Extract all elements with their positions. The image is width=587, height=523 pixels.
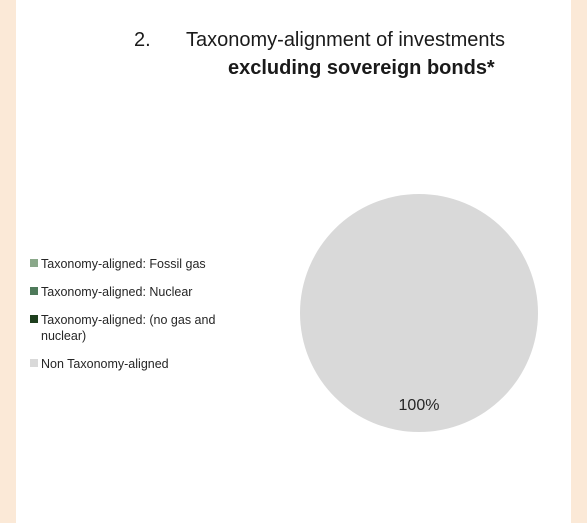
legend-swatch — [30, 287, 38, 295]
chart-panel: 2. Taxonomy-alignment of investments exc… — [16, 0, 571, 523]
legend-item: Taxonomy-aligned: Nuclear — [30, 284, 220, 300]
pie-chart: 100% — [300, 194, 538, 432]
legend-label: Taxonomy-aligned: (no gas and nuclear) — [41, 313, 216, 343]
legend-label: Taxonomy-aligned: Fossil gas — [41, 257, 206, 271]
legend-item: Taxonomy-aligned: (no gas and nuclear) — [30, 312, 220, 344]
chart-title-line1: Taxonomy-alignment of investments — [186, 29, 506, 51]
legend-label: Taxonomy-aligned: Nuclear — [41, 285, 193, 299]
legend-item: Non Taxonomy-aligned — [30, 356, 220, 372]
legend-swatch — [30, 359, 38, 367]
chart-legend: Taxonomy-aligned: Fossil gas Taxonomy-ali… — [30, 256, 220, 384]
legend-swatch — [30, 259, 38, 267]
legend-label: Non Taxonomy-aligned — [41, 357, 169, 371]
chart-title-line2: excluding sovereign bonds* — [228, 57, 495, 79]
legend-swatch — [30, 315, 38, 323]
chart-title-number: 2. — [134, 29, 151, 51]
pie-slice — [300, 194, 538, 432]
legend-item: Taxonomy-aligned: Fossil gas — [30, 256, 220, 272]
pie-data-label: 100% — [399, 397, 440, 414]
